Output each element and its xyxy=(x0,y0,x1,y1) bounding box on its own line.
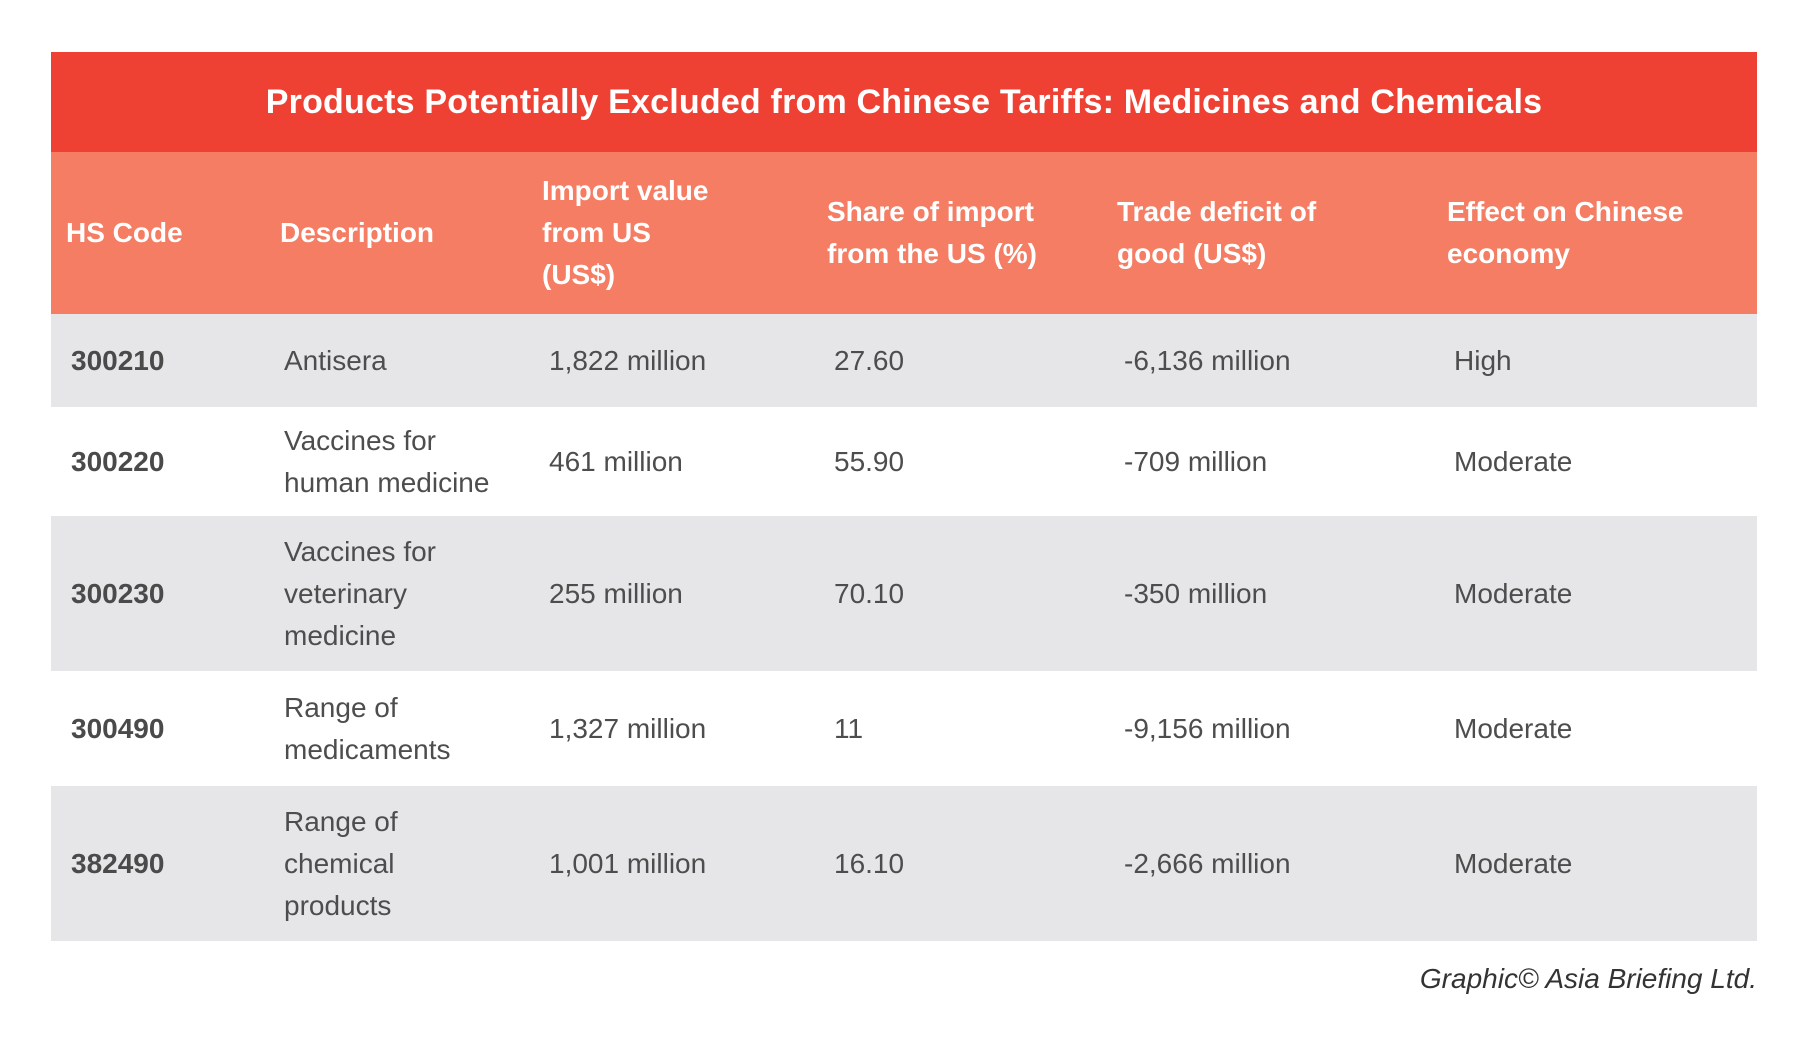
cell-effect: Moderate xyxy=(1454,712,1573,744)
header-import-value: Import value from US (US$) xyxy=(542,175,709,290)
cell-share: 70.10 xyxy=(834,577,905,609)
cell-import-value: 255 million xyxy=(549,577,683,609)
header-hs-code: HS Code xyxy=(66,217,183,248)
cell-hs-code: 300220 xyxy=(71,445,165,477)
table-header-row: HS Code Description Import value from US… xyxy=(51,152,1757,314)
table-row: 300490 Range of medicaments 1,327 millio… xyxy=(51,671,1757,786)
cell-share: 27.60 xyxy=(834,344,905,376)
cell-share: 16.10 xyxy=(834,847,905,879)
cell-description: Antisera xyxy=(284,344,387,376)
credit-text: Graphic© Asia Briefing Ltd. xyxy=(1419,963,1757,994)
header-effect: Effect on Chinese economy xyxy=(1447,196,1684,269)
cell-effect: High xyxy=(1454,344,1512,376)
cell-trade-deficit: -709 million xyxy=(1124,445,1268,477)
data-table: Products Potentially Excluded from Chine… xyxy=(51,52,1757,941)
cell-trade-deficit: -2,666 million xyxy=(1124,847,1291,879)
cell-hs-code: 300210 xyxy=(71,344,165,376)
cell-hs-code: 382490 xyxy=(71,847,165,879)
cell-trade-deficit: -350 million xyxy=(1124,577,1268,609)
cell-import-value: 1,327 million xyxy=(549,712,707,744)
cell-hs-code: 300230 xyxy=(71,577,165,609)
cell-description: Vaccines for human medicine xyxy=(284,424,490,498)
cell-trade-deficit: -6,136 million xyxy=(1124,344,1291,376)
header-description: Description xyxy=(280,217,435,248)
header-share-of-import: Share of import from the US (%) xyxy=(827,196,1037,269)
cell-import-value: 461 million xyxy=(549,445,683,477)
cell-effect: Moderate xyxy=(1454,577,1573,609)
cell-import-value: 1,822 million xyxy=(549,344,707,376)
table-row: 382490 Range of chemical products 1,001 … xyxy=(51,786,1757,941)
cell-hs-code: 300490 xyxy=(71,712,165,744)
table-title: Products Potentially Excluded from Chine… xyxy=(51,52,1757,152)
table-row: 300210 Antisera 1,822 million 27.60 -6,1… xyxy=(51,314,1757,407)
cell-description: Range of medicaments xyxy=(284,691,451,765)
cell-description: Vaccines for veterinary medicine xyxy=(284,535,436,651)
cell-description: Range of chemical products xyxy=(284,805,398,921)
cell-effect: Moderate xyxy=(1454,445,1573,477)
table-row: 300230 Vaccines for veterinary medicine … xyxy=(51,516,1757,671)
cell-import-value: 1,001 million xyxy=(549,847,707,879)
header-trade-deficit: Trade deficit of good (US$) xyxy=(1117,196,1317,269)
cell-share: 55.90 xyxy=(834,445,905,477)
cell-share: 11 xyxy=(834,712,864,744)
cell-trade-deficit: -9,156 million xyxy=(1124,712,1291,744)
table-row: 300220 Vaccines for human medicine 461 m… xyxy=(51,407,1757,516)
cell-effect: Moderate xyxy=(1454,847,1573,879)
